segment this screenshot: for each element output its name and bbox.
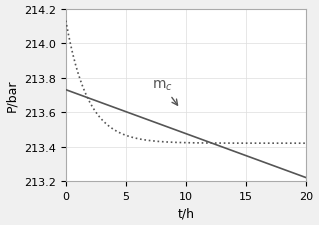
Text: m$_c$: m$_c$	[152, 79, 178, 106]
Y-axis label: P/bar: P/bar	[5, 79, 19, 112]
X-axis label: t/h: t/h	[178, 207, 195, 219]
